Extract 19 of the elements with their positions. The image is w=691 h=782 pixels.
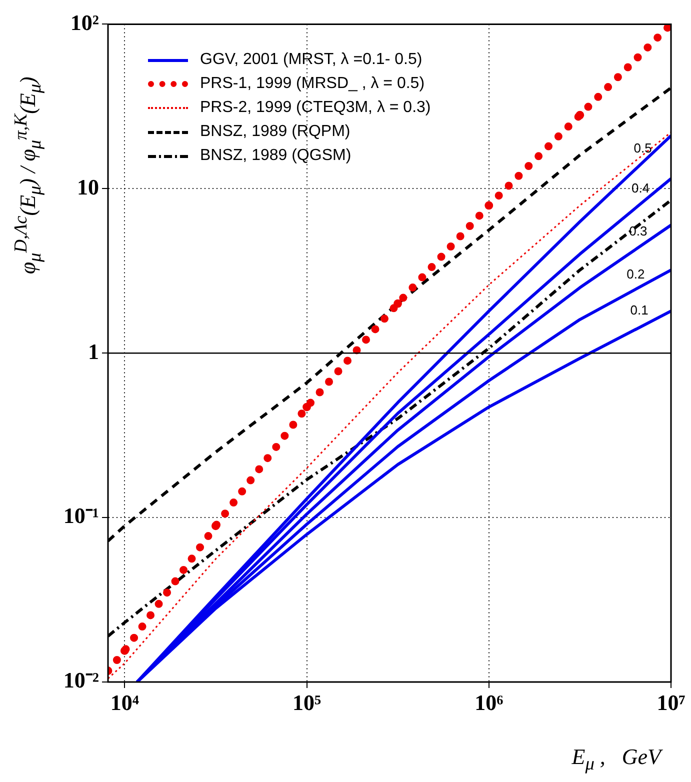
y-tick-label: 10⁻² [63,668,100,693]
legend-label: PRS-1, 1999 (MRSD_ , λ = 0.5) [200,75,425,93]
legend-label: PRS-2, 1999 (CTEQ3M, λ = 0.3) [200,99,431,117]
y-tick-label: 10 [77,174,99,200]
annotation: 0.2 [626,266,645,282]
y-tick-label: 10⁻¹ [63,503,99,528]
x-tick-label: 10⁶ [474,690,504,715]
x-axis-title: E$_{μ}$ , GeV [572,744,661,774]
x-tick-label: 10⁷ [656,690,686,715]
annotation: 0.1 [630,302,648,318]
y-tick-label: 10² [70,10,100,35]
legend-label: BNSZ, 1989 (QGSM) [200,147,352,165]
x-tick-label: 10⁴ [110,690,140,715]
annotation: 0.5 [634,140,652,156]
annotation: 0.4 [631,180,650,196]
y-tick-label: 1 [88,338,99,364]
legend-label: BNSZ, 1989 (RQPM) [200,123,350,141]
x-tick-label: 10⁵ [292,690,322,715]
legend-label: GGV, 2001 (MRST, λ =0.1- 0.5) [200,51,422,69]
